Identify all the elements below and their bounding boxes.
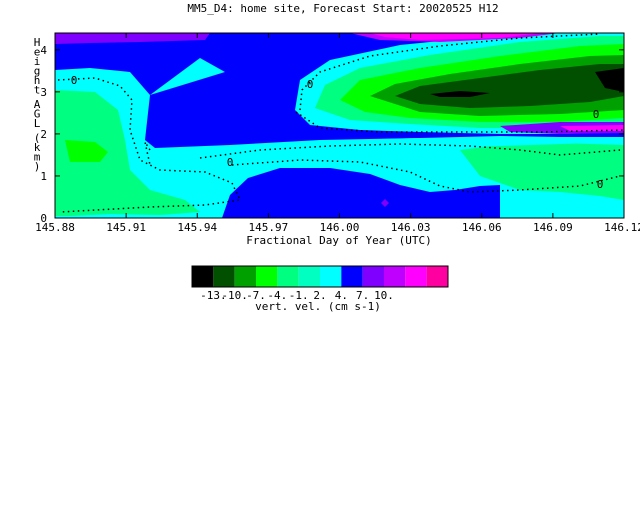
x-tick-label: 146.06 (462, 221, 502, 234)
y-axis-label-char: A (34, 98, 41, 111)
contour-fill-black-right (595, 68, 624, 92)
y-tick-label: 3 (40, 86, 47, 99)
colorbar-frame (191, 265, 449, 288)
contour-fill-lime-left (65, 140, 108, 162)
x-tick-label: 145.97 (249, 221, 289, 234)
y-axis-label-char: H (34, 36, 41, 49)
colorbar-swatch (405, 266, 427, 287)
x-tick-label: 145.94 (177, 221, 217, 234)
colorbar-swatch (426, 266, 448, 287)
colorbar-swatch (213, 266, 235, 287)
colorbar-label: vert. vel. (cm s-1) (255, 300, 381, 313)
contour-fill-magenta-right (560, 125, 624, 131)
colorbar-tick-label: 10. (374, 289, 394, 302)
colorbar-swatch (384, 266, 406, 287)
zero-contour-lines (57, 33, 624, 213)
colorbar-swatch (234, 266, 256, 287)
contour-label: 0 (71, 74, 78, 87)
colorbar-swatch (341, 266, 363, 287)
colorbar-tick-label: -7. (246, 289, 266, 302)
colorbar-tick-label: -4. (267, 289, 287, 302)
y-axis-label-char: k (34, 141, 41, 154)
contour-fill-black-core (430, 91, 490, 97)
y-tick-label: 2 (40, 128, 47, 141)
contour-plot-area: 0 0 0 0 0 (55, 33, 624, 218)
colorbar-tick-label: -13. (200, 289, 227, 302)
colorbar-swatch (298, 266, 320, 287)
contour-fill-cyan-band (150, 137, 624, 158)
x-tick-label: 145.88 (35, 221, 75, 234)
x-tick-label: 146.00 (320, 221, 360, 234)
contour-fill-blue-lower (222, 168, 500, 218)
x-tick-label: 145.91 (106, 221, 146, 234)
contour-fill-cyan-lower (55, 58, 624, 218)
x-tick-label: 146.09 (533, 221, 573, 234)
colorbar-tick-label: -10. (221, 289, 248, 302)
contour-label: 0 (593, 108, 600, 121)
y-axis-label-char: t (34, 84, 41, 97)
colorbar-swatch (277, 266, 299, 287)
y-axis-label-char: L (34, 117, 41, 130)
y-axis-label-char: g (34, 65, 41, 78)
y-axis-label-char: ( (34, 132, 41, 145)
y-axis-label-char: G (34, 108, 41, 121)
x-tick-label: 146.03 (391, 221, 431, 234)
contour-fill-purple-top-left (55, 33, 210, 44)
y-tick-label: 4 (40, 44, 47, 57)
colorbar: -13.-10.-7. -4. -1. 2. 4. 7. 10. (191, 265, 449, 302)
y-axis-ticks: 0 1 2 3 4 (40, 44, 624, 225)
contour-label: 0 (227, 156, 234, 169)
y-axis-label-char: h (34, 74, 41, 87)
chart-title: MM5_D4: home site, Forecast Start: 20020… (187, 2, 498, 15)
contour-fill-pink-top (370, 33, 540, 40)
colorbar-tick-label: 4. (335, 289, 348, 302)
colorbar-swatch (256, 266, 278, 287)
colorbar-tick-label: 7. (356, 289, 369, 302)
contour-fill-purple-dot (381, 199, 389, 207)
y-tick-label: 0 (40, 212, 47, 225)
colorbar-swatch (192, 266, 214, 287)
contour-fill-green-left (55, 90, 200, 216)
y-axis-label-char: e (34, 46, 41, 59)
x-axis-label: Fractional Day of Year (UTC) (246, 234, 431, 247)
colorbar-swatch (362, 266, 384, 287)
colorbar-tick-label: 2. (313, 289, 326, 302)
contour-label: 0 (597, 178, 604, 191)
colorbar-tick-label: -1. (289, 289, 309, 302)
y-tick-label: 1 (40, 170, 47, 183)
y-axis-label-char: i (34, 55, 41, 68)
y-axis-label-char: m (34, 151, 41, 164)
y-axis-label-char: ) (34, 160, 41, 173)
x-axis-ticks: 145.88 145.91 145.94 145.97 146.00 146.03 146.… (35, 33, 640, 234)
x-tick-label: 146.12 (604, 221, 640, 234)
zero-contour-labels: 0 0 0 0 0 (71, 74, 604, 191)
contour-label: 0 (307, 78, 314, 91)
colorbar-swatch (320, 266, 342, 287)
